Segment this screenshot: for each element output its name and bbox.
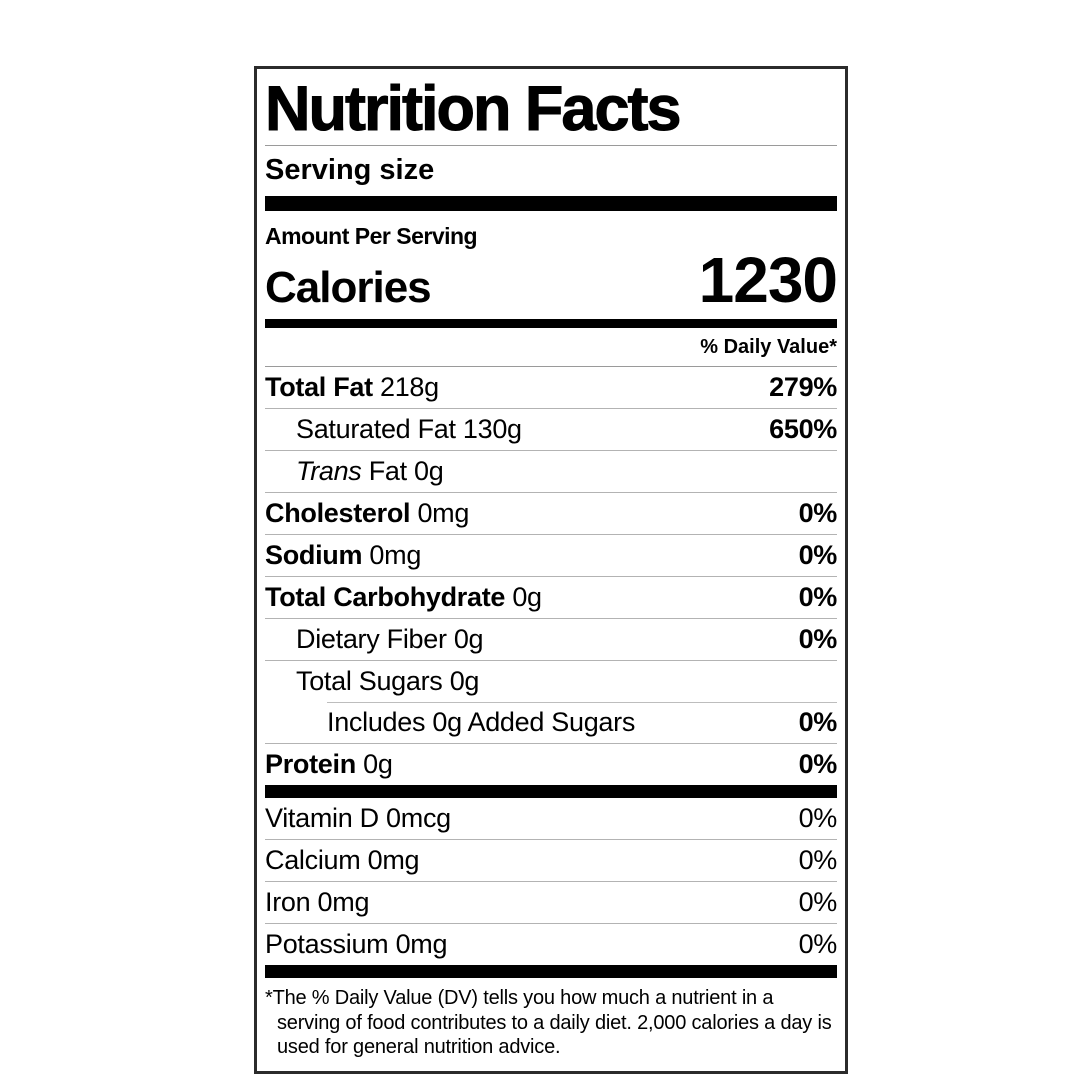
serving-size-label: Serving size [265, 154, 435, 187]
nutrient-name: Dietary Fiber 0g [296, 624, 484, 655]
nutrient-row-protein: Protein 0g 0% [265, 743, 837, 785]
vitamin-row-vitamin-d: Vitamin D 0mcg 0% [265, 798, 837, 839]
nutrient-name: Protein 0g [265, 749, 393, 780]
nutrient-row-added-sugars: Includes 0g Added Sugars 0% [265, 702, 837, 743]
calories-label: Calories [265, 263, 432, 313]
vitamin-row-potassium: Potassium 0mg 0% [265, 923, 837, 965]
nutrient-row-trans-fat: Trans Fat 0g [265, 450, 837, 492]
nutrient-name: Iron 0mg [265, 887, 370, 918]
nutrient-name: Total Sugars 0g [296, 666, 480, 697]
vitamin-row-calcium: Calcium 0mg 0% [265, 839, 837, 881]
calories-row: Calories 1230 [265, 244, 838, 319]
nutrient-row-total-carbohydrate: Total Carbohydrate 0g 0% [265, 576, 837, 618]
nutrient-name: Potassium 0mg [265, 929, 448, 960]
daily-value: 0% [798, 749, 838, 780]
nutrient-name: Total Carbohydrate 0g [265, 582, 542, 613]
daily-value: 650% [769, 414, 837, 445]
thick-divider-calories [265, 319, 837, 329]
nutrient-name: Trans Fat 0g [296, 456, 444, 487]
nutrient-name: Cholesterol 0mg [265, 498, 470, 529]
daily-value: 0% [798, 498, 838, 529]
daily-value: 0% [798, 803, 838, 834]
daily-value: 0% [798, 707, 838, 738]
nutrient-name: Vitamin D 0mcg [265, 803, 451, 834]
nutrient-name: Saturated Fat 130g [296, 414, 522, 445]
nutrient-row-total-sugars: Total Sugars 0g [265, 660, 837, 702]
nutrient-name: Sodium 0mg [265, 540, 422, 571]
nutrient-row-saturated-fat: Saturated Fat 130g 650% [265, 408, 837, 450]
daily-value: 0% [798, 624, 838, 655]
nutrition-facts-label: Nutrition Facts Serving size Amount Per … [254, 66, 848, 1075]
calories-value: 1230 [698, 244, 838, 317]
daily-value: 0% [798, 540, 838, 571]
amount-per-serving-label: Amount Per Serving [265, 223, 478, 250]
nutrient-name: Includes 0g Added Sugars [327, 707, 636, 738]
serving-size-row: Serving size [265, 146, 837, 196]
daily-value-footnote: *The % Daily Value (DV) tells you how mu… [265, 987, 832, 1059]
daily-value: 0% [798, 929, 838, 960]
nutrient-name: Total Fat 218g [265, 372, 439, 403]
label-title: Nutrition Facts [265, 69, 837, 147]
thick-divider-footnote [265, 965, 837, 979]
thick-divider-protein [265, 785, 837, 799]
thick-divider-top [265, 196, 837, 212]
nutrient-row-total-fat: Total Fat 218g 279% [265, 367, 837, 408]
vitamin-row-iron: Iron 0mg 0% [265, 881, 837, 923]
nutrient-row-cholesterol: Cholesterol 0mg 0% [265, 492, 837, 534]
nutrient-row-sodium: Sodium 0mg 0% [265, 534, 837, 576]
daily-value: 0% [798, 845, 838, 876]
daily-value: 0% [798, 887, 838, 918]
daily-value-header: % Daily Value* [265, 328, 837, 368]
nutrient-row-dietary-fiber: Dietary Fiber 0g 0% [265, 618, 837, 660]
daily-value: 279% [769, 372, 837, 403]
nutrient-name: Calcium 0mg [265, 845, 420, 876]
daily-value: 0% [798, 582, 838, 613]
